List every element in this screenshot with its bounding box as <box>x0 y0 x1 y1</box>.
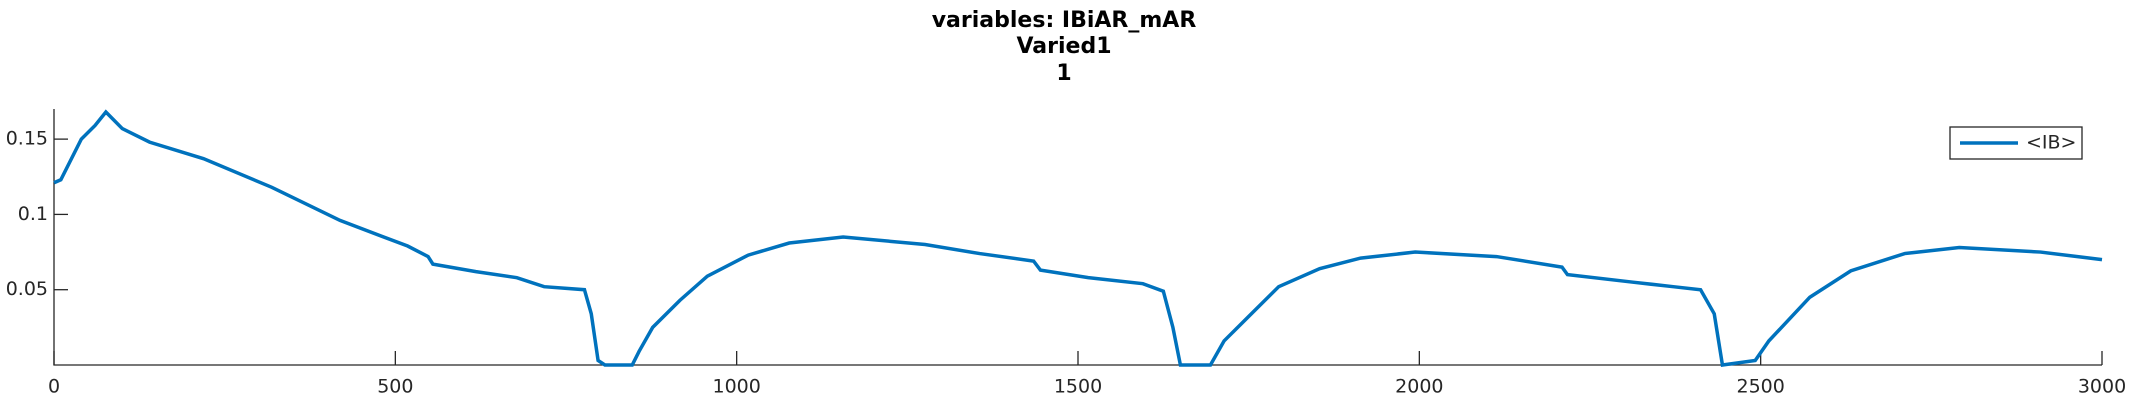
x-tick-label: 1500 <box>1054 376 1102 398</box>
y-tick-label: 0.1 <box>18 203 48 225</box>
x-tick-label: 2500 <box>1736 376 1784 398</box>
x-tick-label: 1000 <box>712 376 760 398</box>
legend-label: <IB> <box>2026 132 2076 154</box>
y-tick-label: 0.15 <box>6 128 48 150</box>
axis-line <box>53 109 2102 366</box>
chart-subtitle: 1 <box>1056 61 1071 86</box>
y-tick-label: 0.05 <box>6 278 48 300</box>
x-tick-label: 500 <box>377 376 413 398</box>
data-line <box>53 109 2103 367</box>
chart-title: variables: IBiAR_mAR <box>932 8 1197 33</box>
chart-subtitle: Varied1 <box>1016 34 1111 59</box>
x-tick-label: 2000 <box>1395 376 1443 398</box>
x-tick-label: 3000 <box>2078 376 2126 398</box>
x-tick-label: 0 <box>48 376 60 398</box>
